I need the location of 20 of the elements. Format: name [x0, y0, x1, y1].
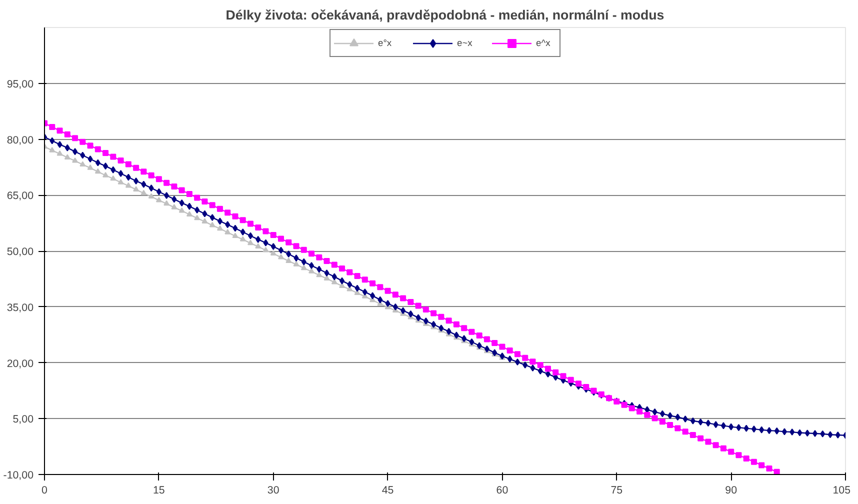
- y-tick-label: 50,00: [6, 246, 34, 258]
- legend-label: e~x: [457, 38, 474, 48]
- x-tick-label: 30: [267, 484, 280, 496]
- y-tick-label: 80,00: [6, 134, 34, 146]
- y-tick-label: 5,00: [12, 414, 34, 426]
- y-tick-label: 95,00: [6, 78, 34, 90]
- legend-label: e^x: [536, 38, 552, 48]
- legend-label: e°x: [378, 38, 393, 48]
- x-tick-label: 75: [610, 484, 623, 496]
- x-tick-label: 90: [725, 484, 738, 496]
- x-tick-label: 45: [382, 484, 394, 496]
- x-tick-label: 15: [153, 484, 165, 496]
- y-tick-label: 65,00: [6, 190, 34, 202]
- y-tick-label: 35,00: [6, 302, 34, 314]
- x-tick-label: 0: [42, 484, 48, 496]
- chart-title: Délky života: očekávaná, pravděpodobná - medián, normální - modus: [226, 8, 664, 22]
- x-tick-label: 105: [832, 484, 851, 496]
- y-tick-label: 20,00: [6, 358, 34, 370]
- x-tick-label: 60: [496, 484, 508, 496]
- y-tick-label: -10,00: [3, 470, 34, 482]
